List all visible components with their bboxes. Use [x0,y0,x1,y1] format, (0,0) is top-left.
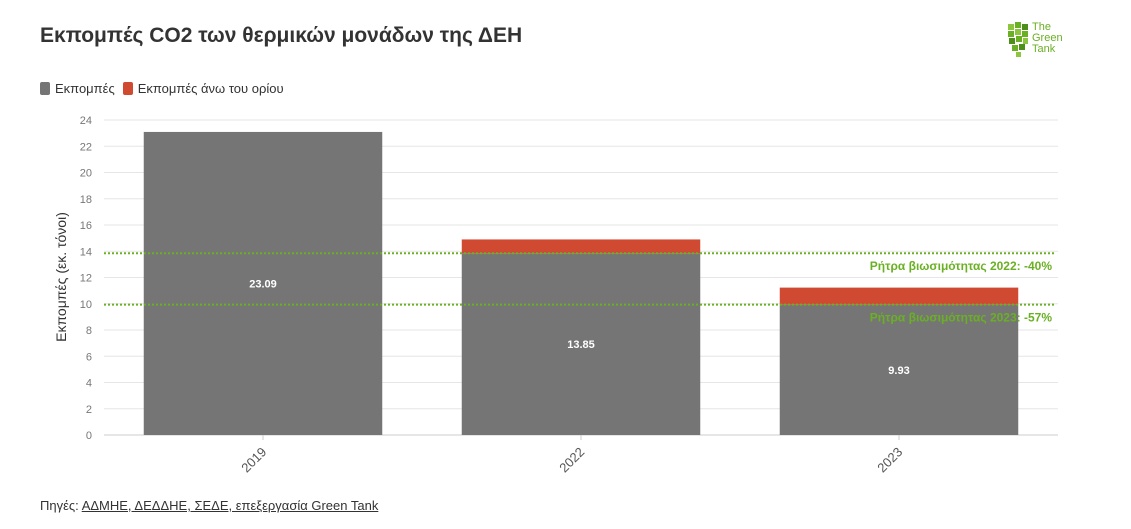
reference-line-label: Ρήτρα βιωσιμότητας 2022: -40% [870,259,1053,273]
reference-line-label: Ρήτρα βιωσιμότητας 2023: -57% [870,311,1053,325]
data-label: 9.93 [888,365,909,377]
bar-emissions-2019[interactable] [143,131,383,435]
y-tick-label: 12 [80,273,92,285]
source-prefix: Πηγές: [40,498,82,513]
bars: 23.09 13.85 9.93 [143,131,1019,435]
y-tick-label: 8 [86,325,92,337]
logo-text-line2: Green [1032,32,1063,44]
legend-item-over-limit[interactable]: Εκπομπές άνω του ορίου [122,81,284,96]
y-axis-label: Εκπομπές (εκ. τόνοι) [53,212,69,342]
source-link[interactable]: ΑΔΜΗΕ, ΔΕΔΔΗΕ, ΣΕΔΕ, επεξεργασία Green T… [81,498,379,513]
legend-label-over-limit: Εκπομπές άνω του ορίου [137,81,284,96]
data-label: 23.09 [249,278,277,290]
data-label: 13.85 [567,339,595,351]
y-tick-label: 22 [80,141,92,153]
x-tick-label: 2019 [238,444,269,475]
y-tick-label: 10 [80,299,92,311]
x-tick-label: 2023 [874,444,905,475]
legend: Εκπομπές Εκπομπές άνω του ορίου [40,81,284,96]
bar-emissions-2023[interactable] [779,304,1019,435]
legend-swatch-emissions [40,82,50,95]
y-tick-label: 4 [86,378,92,390]
bar-over-limit-2022[interactable] [461,239,701,254]
x-tick-label: 2022 [556,444,587,475]
green-tank-logo: The Green Tank [1006,20,1076,68]
legend-item-emissions[interactable]: Εκπομπές [40,81,115,96]
chart-title: Εκπομπές CO2 των θερμικών μονάδων της ΔΕ… [40,24,523,47]
logo-text-line3: Tank [1032,43,1056,55]
bar-over-limit-2023[interactable] [779,287,1019,305]
logo-icon [1008,22,1028,57]
y-tick-label: 14 [80,246,92,258]
reference-lines: Ρήτρα βιωσιμότητας 2022: -40% Ρήτρα βιωσι… [104,252,1056,325]
bar-emissions-2022[interactable] [461,253,701,435]
y-tick-label: 24 [80,115,92,127]
y-tick-label: 16 [80,220,92,232]
y-tick-label: 2 [86,404,92,416]
logo-text-line1: The [1032,21,1051,33]
legend-label-emissions: Εκπομπές [55,81,115,96]
legend-swatch-over-limit [122,82,133,95]
x-axis-ticks: 2019 2022 2023 [238,435,905,475]
y-tick-label: 18 [80,194,92,206]
y-tick-label: 20 [80,168,92,180]
y-tick-label: 0 [86,430,92,442]
y-tick-label: 6 [86,351,92,363]
source-note: Πηγές: ΑΔΜΗΕ, ΔΕΔΔΗΕ, ΣΕΔΕ, επεξεργασία … [40,498,378,513]
